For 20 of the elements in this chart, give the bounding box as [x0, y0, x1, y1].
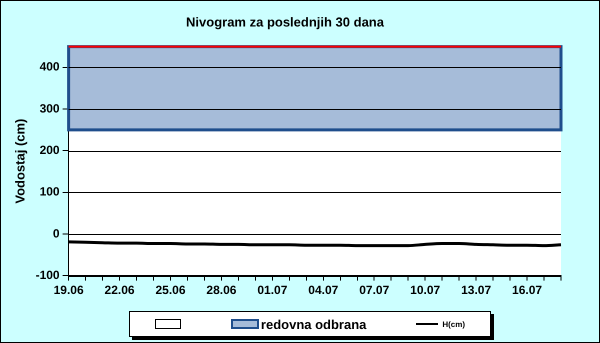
x-tick-label: 28.06 — [206, 283, 237, 298]
chart-title: Nivogram za poslednjih 30 dana — [186, 14, 385, 30]
x-tick-label: 01.07 — [257, 283, 288, 298]
y-axis-title: Vodostaj (cm) — [12, 118, 28, 204]
x-tick-label: 25.06 — [155, 283, 186, 298]
x-tick-label: 10.07 — [410, 283, 441, 298]
x-tick-label: 22.06 — [104, 283, 135, 298]
x-tick-label: 04.07 — [308, 283, 339, 298]
x-tick-label: 16.07 — [512, 283, 542, 298]
y-tick-label: 400 — [40, 60, 60, 74]
legend-label: redovna odbrana — [260, 316, 366, 332]
x-tick-label: 07.07 — [359, 283, 390, 298]
x-tick-label: 19.06 — [54, 283, 84, 298]
y-tick-label: 100 — [40, 184, 60, 199]
legend-label: H(cm) — [442, 320, 466, 328]
y-tick-label: 0 — [52, 226, 60, 240]
x-tick-label: 13.07 — [461, 283, 492, 298]
y-tick-label: 300 — [40, 101, 60, 116]
y-tick-label: -100 — [36, 268, 60, 282]
y-tick-label: 200 — [40, 143, 60, 158]
